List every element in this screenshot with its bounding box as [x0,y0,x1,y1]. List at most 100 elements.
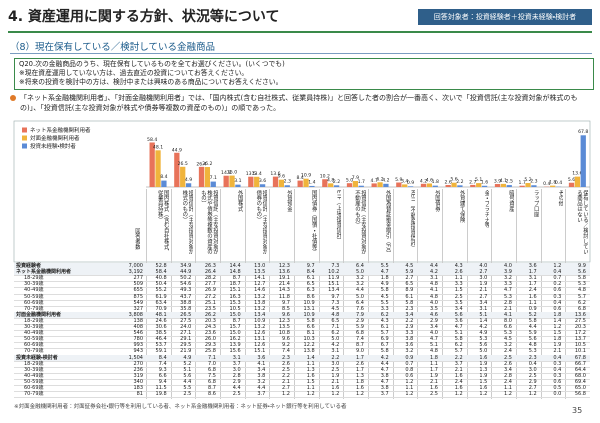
bar-value-label: 3.4 [401,178,408,184]
bar-value-label: 5.9 [395,177,402,183]
category-separator [220,189,221,399]
row-label: 70-79歳 [24,348,44,355]
table-cell: 2.6 [504,360,512,367]
table-cell: 5.8 [454,336,463,343]
table-cell: 4.8 [578,287,586,294]
table-cell: 1.7 [356,354,364,361]
table-cell: 9.7 [331,293,340,300]
category-label: 保有している／検討している商品はない [575,190,588,255]
category-separator [244,189,246,399]
question-box: Q20.次の金融商品のうち、現在保有しているものを全てお選びください。(いくつで… [14,58,594,90]
table-cell: 40.8 [155,275,167,282]
table-cell: 2.3 [282,354,290,361]
table-cell: 0.0 [553,391,562,398]
table-cell: 1.2 [306,391,315,398]
table-cell: 15.1 [254,348,266,355]
category-label: その他 [557,190,564,207]
table-cell: 64.4 [574,366,586,373]
table-cell: 29.3 [204,342,216,349]
table-cell: 5.1 [454,330,463,337]
table-cell: 5.8 [380,348,389,355]
bar [174,152,180,187]
bar-value-label: 6.2 [376,176,383,182]
table-cell: 19.8 [155,391,167,398]
table-cell: 13.2 [254,293,266,300]
table-cell: 3.3 [504,281,512,288]
row-label: 70-79歳 [24,305,44,312]
bar-value-label: 48.1 [153,144,163,150]
table-cell: 13.2 [254,305,266,312]
table-cell: 6.5 [405,281,414,288]
table-cell: 4.7 [380,378,389,385]
table-cell: 3.4 [479,299,488,306]
table-cell: 9.4 [158,378,167,385]
table-cell: 1.3 [356,372,364,379]
question: Q20.次の金融商品のうち、現在保有しているものを全てお選びください。(いくつで… [19,60,285,68]
table-cell: 2.1 [331,378,340,385]
table-cell: 3.7 [454,360,463,367]
table-cell: 28.2 [204,275,216,282]
row-count: 183 [133,385,143,391]
bar-value-label: 2.5 [506,179,513,185]
row-count: 236 [133,366,143,373]
table-cell: 1.7 [528,269,537,276]
n-header: 回答者数 [134,228,140,250]
table-cell: 7.1 [208,354,216,361]
table-cell: 5.2 [528,311,537,318]
table-cell: 5.8 [306,317,315,324]
table-cell: 2.2 [331,354,340,361]
row-label: ネット系金融機関利用者 [16,269,72,276]
group-row-band [14,354,590,361]
table-cell: 1.2 [454,391,463,398]
table-cell: 1.3 [306,366,315,373]
table-cell: 2.4 [504,348,512,355]
page-title: 4. 資産運用に関する方針、状況等について [8,9,280,25]
table-cell: 6.1 [306,275,315,282]
table-cell: 4.4 [430,263,438,269]
table-cell: 1.8 [430,354,438,361]
table-cell: 5.7 [454,348,463,355]
table-cell: 5.5 [380,263,389,269]
table-cell: 10.9 [254,317,266,324]
bar [322,179,328,187]
table-cell: 18.7 [229,281,241,288]
table-cell: 9.6 [282,311,290,318]
table-cell: 1.4 [306,354,315,361]
category-separator [368,189,369,399]
table-cell: 8.5 [282,305,290,312]
table-cell: 54.6 [180,281,192,288]
table-cell: 3.2 [405,348,414,355]
bar [525,183,531,187]
table-cell: 2.4 [454,378,463,385]
table-cell: 0.4 [528,360,537,367]
table-cell: 9.6 [282,336,290,343]
table-cell: 1.6 [479,354,488,361]
table-cell: 26.0 [204,336,216,343]
bar [574,176,581,187]
bar-value-label: 2.3 [530,179,537,185]
table-cell: 4.9 [380,281,389,288]
table-cell: 0.7 [405,360,414,367]
table-cell: 5.7 [380,330,389,337]
legend-label: 投資未経験・検討者 [30,142,76,150]
table-cell: 5.3 [578,281,586,288]
table-cell: 4.4 [356,287,364,294]
bar-value-label: 44.9 [172,147,182,153]
table-cell: 5.3 [479,336,488,343]
table-cell: 6.2 [578,299,586,306]
table-cell: 15.6 [229,348,241,355]
table-cell: 5.6 [479,342,488,349]
table-cell: 2.1 [479,287,488,294]
table-cell: 3.7 [257,391,266,398]
table-cell: 2.2 [454,354,463,361]
table-cell: 4.7 [454,324,463,330]
table-cell: 16.2 [229,336,241,343]
table-cell: 1.9 [430,372,438,379]
category-separator [392,189,394,399]
table-cell: 3.7 [232,360,241,367]
table-cell: 3.4 [257,366,266,373]
table-cell: 2.6 [356,360,364,367]
row-label: 50-59歳 [24,336,44,343]
table-cell: 29.5 [180,342,192,349]
row-label: 30-39歳 [24,281,44,288]
